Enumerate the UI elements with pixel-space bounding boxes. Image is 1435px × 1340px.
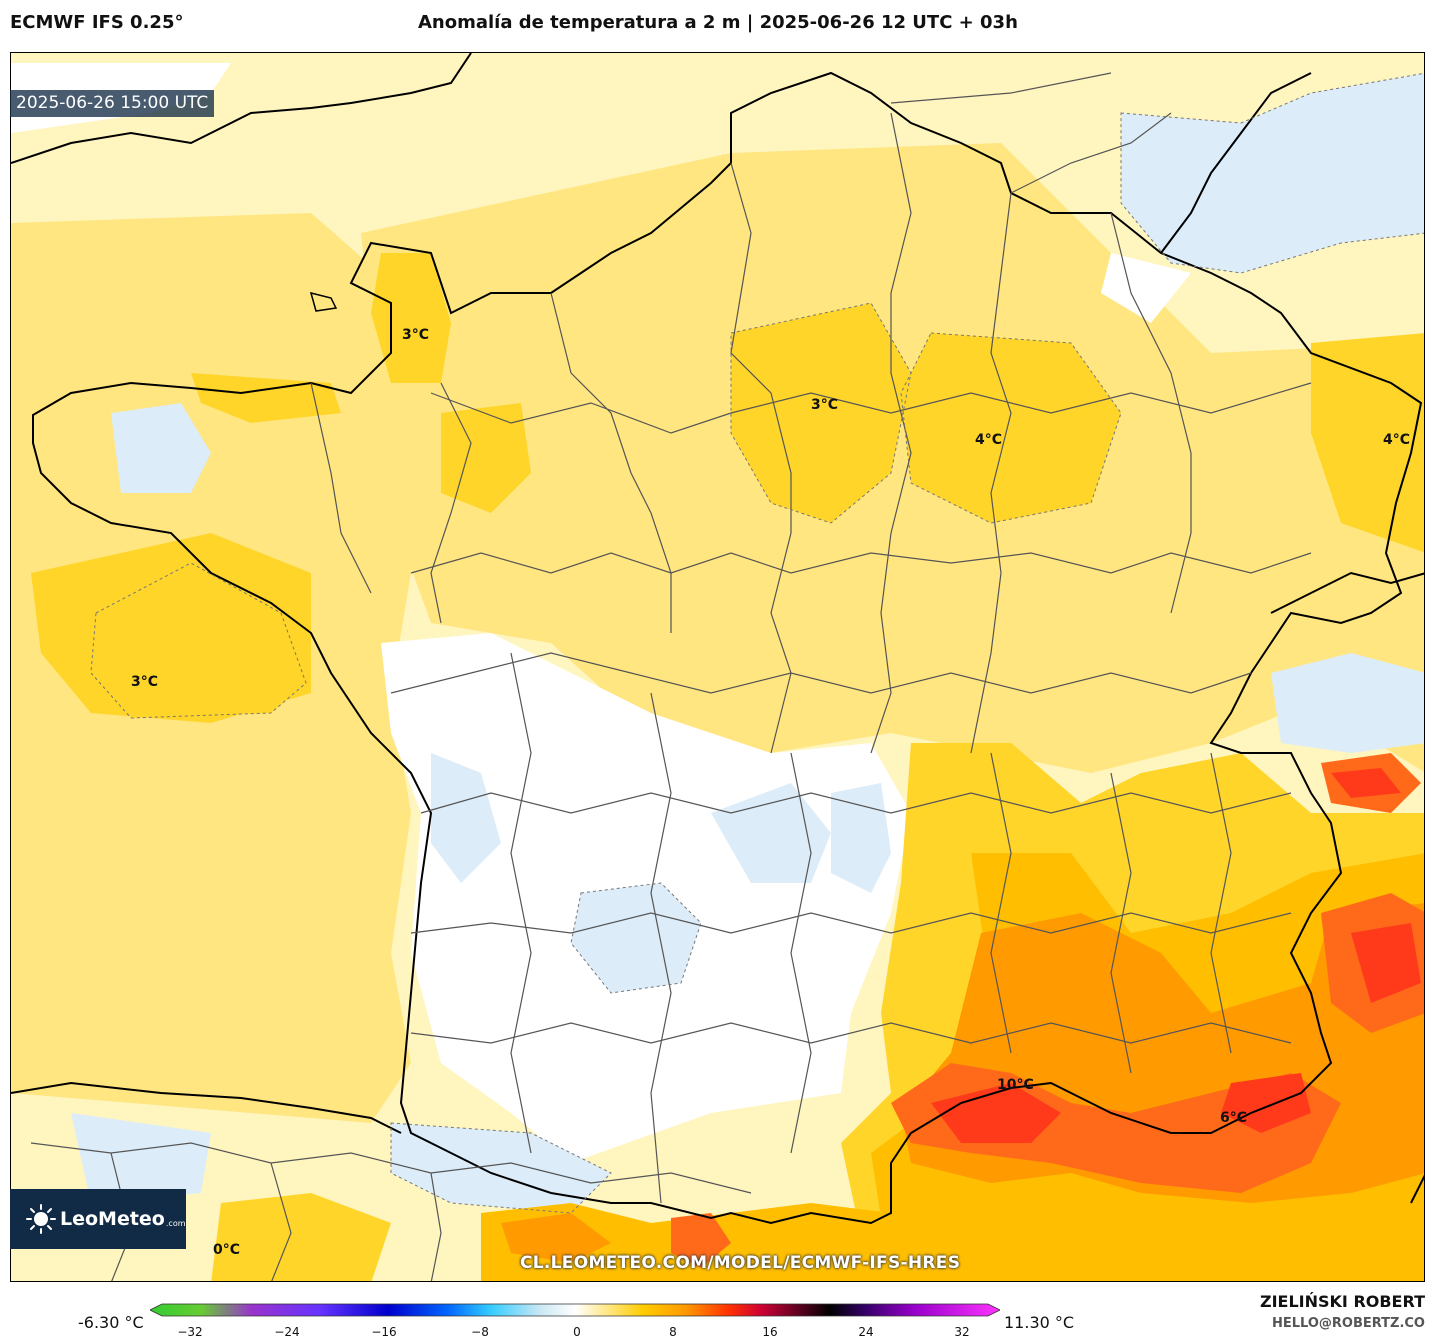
colorbar-tick: 0	[573, 1325, 581, 1339]
brand-name: LeoMeteo	[60, 1208, 165, 1230]
contour-label-east-edge: 4°C	[1383, 432, 1411, 448]
colorbar	[150, 1303, 1000, 1317]
valid-time-badge: 2025-06-26 15:00 UTC	[10, 90, 215, 117]
contour-label-provence: 6°C	[1220, 1110, 1248, 1126]
colorbar-max-label: 11.30 °C	[1004, 1313, 1075, 1332]
model-name: ECMWF IFS 0.25°	[10, 12, 184, 33]
colorbar-tick: 16	[762, 1325, 778, 1339]
brand-suffix: .com	[165, 1218, 186, 1228]
contour-label-atlantic: 3°C	[131, 674, 159, 690]
colorbar-tick: −24	[274, 1325, 300, 1339]
colorbar-tick: 32	[954, 1325, 970, 1339]
contour-label-mediterranean-max: 10°C	[997, 1077, 1034, 1093]
colorbar-tick: −16	[371, 1325, 397, 1339]
colorbar-tick: 24	[858, 1325, 874, 1339]
contour-label-pyrenees: 0°C	[213, 1242, 241, 1258]
colorbar-min-label: -6.30 °C	[78, 1313, 144, 1332]
temperature-anomaly-map	[11, 53, 1424, 1281]
contour-label-north-central: 3°C	[811, 397, 839, 413]
colorbar-tick: −32	[177, 1325, 203, 1339]
author-email[interactable]: HELLO@ROBERTZ.CO	[1271, 1316, 1425, 1331]
contour-label-channel: 3°C	[402, 327, 430, 343]
colorbar-tick: 8	[669, 1325, 677, 1339]
colorbar-tick: −8	[471, 1325, 489, 1339]
author-name: ZIELIŃSKI ROBERT	[1259, 1292, 1425, 1311]
map-panel: 3°C 3°C 4°C 4°C 3°C 10°C 6°C 0°C	[10, 52, 1425, 1282]
leometeo-logo[interactable]: LeoMeteo .com	[10, 1189, 186, 1249]
sun-icon	[26, 1204, 56, 1234]
map-title: Anomalía de temperatura a 2 m | 2025-06-…	[418, 12, 1018, 33]
source-url[interactable]: CL.LEOMETEO.COM/MODEL/ECMWF-IFS-HRES	[520, 1253, 961, 1273]
contour-label-northeast: 4°C	[975, 432, 1003, 448]
